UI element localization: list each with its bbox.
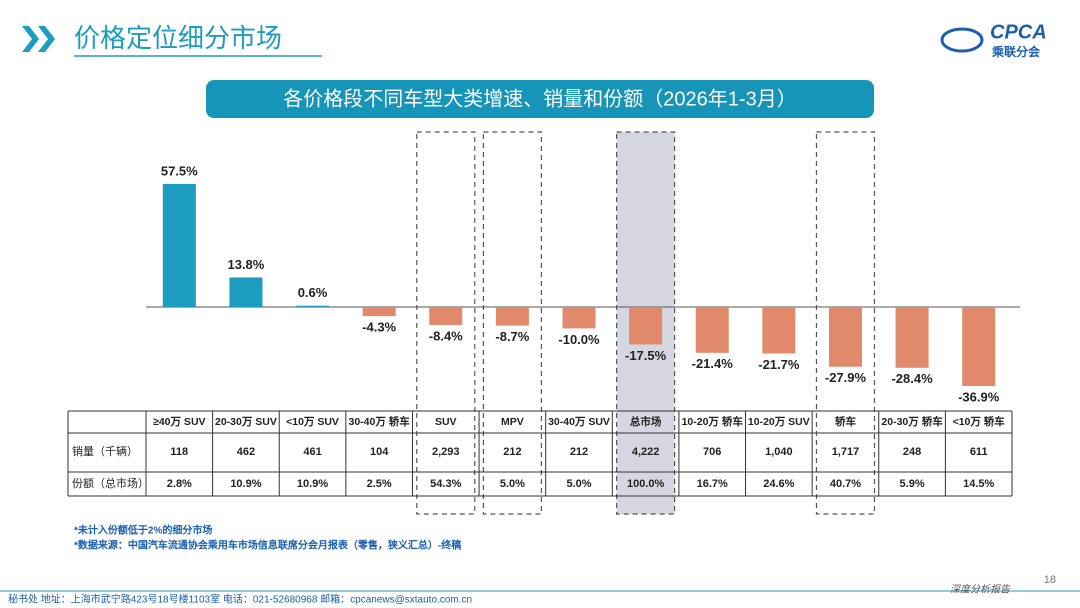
bar	[296, 305, 330, 307]
column-header: 10-20万 SUV	[748, 416, 810, 428]
report-label: 深度分析报告	[950, 584, 1011, 596]
table-cell: 212	[503, 446, 521, 458]
value-label: -21.7%	[758, 357, 800, 372]
table-cell: 14.5%	[963, 478, 994, 490]
note: *未计入份额低于2%的细分市场	[74, 524, 212, 537]
bar	[828, 307, 862, 367]
value-label: -27.9%	[825, 370, 867, 385]
table-cell: 462	[237, 446, 255, 458]
table-cell: 118	[170, 446, 188, 458]
table-cell: 2,293	[432, 446, 460, 458]
chevrons	[22, 26, 55, 52]
table-cell: 212	[570, 446, 588, 458]
bar	[629, 307, 663, 345]
value-label: -36.9%	[958, 389, 1000, 404]
value-label: -8.7%	[495, 329, 529, 344]
column-header: 20-30万 SUV	[215, 416, 277, 428]
table-cell: 2.8%	[167, 478, 192, 490]
table-cell: 10.9%	[230, 478, 261, 490]
table: ≥40万 SUV 20-30万 SUV <10万 SUV 30-40万 轿车 SUV MP…	[67, 410, 1013, 497]
table-cell: 5.9%	[900, 478, 925, 490]
table-cell: 16.7%	[697, 478, 728, 490]
column-header: 轿车	[835, 415, 856, 428]
table-cell: 4,222	[632, 446, 660, 458]
page-number: 18	[1044, 574, 1056, 586]
bar	[362, 307, 396, 317]
table-cell: 248	[903, 446, 921, 458]
table-cell: 2.5%	[367, 478, 392, 490]
highlight-box	[416, 131, 476, 515]
column-header: 30-40万 SUV	[548, 416, 610, 428]
logo-mark	[940, 27, 984, 53]
table-cell: 40.7%	[830, 478, 861, 490]
value-label: 13.8%	[227, 257, 264, 272]
table-cell: 10.9%	[297, 478, 328, 490]
value-label: -10.0%	[558, 332, 600, 347]
bar	[562, 307, 596, 329]
table-cell: 706	[703, 446, 721, 458]
bar	[695, 307, 729, 353]
footer-address: 秘书处 地址：上海市武宁路423号18号楼1103室 电话：021-526809…	[8, 593, 472, 606]
bar	[495, 307, 529, 326]
table-cell: 104	[370, 446, 389, 458]
logo-text: CPCA	[990, 21, 1047, 43]
bar	[762, 307, 796, 354]
highlight-box	[482, 131, 542, 515]
row-label: 销量（千辆）	[72, 444, 138, 458]
value-label: -21.4%	[692, 356, 734, 371]
table-cell: 1,717	[832, 446, 860, 458]
bar	[895, 307, 929, 368]
column-header: 30-40万 轿车	[349, 415, 411, 428]
bar	[162, 183, 196, 307]
column-header: ≥40万 SUV	[153, 416, 205, 428]
row-label: 份额（总市场）	[72, 476, 149, 490]
column-header: <10万 SUV	[286, 416, 339, 428]
column-header: 总市场	[630, 415, 662, 428]
value-label: 57.5%	[161, 163, 198, 178]
table-cell: 461	[303, 446, 321, 458]
table-cell: 5.0%	[566, 478, 591, 490]
table-cell: 100.0%	[627, 478, 665, 490]
logo-subtitle: 乘联分会	[991, 44, 1041, 59]
table-cell: 611	[970, 446, 988, 458]
value-label: -8.4%	[429, 328, 463, 343]
table-cell: 54.3%	[430, 478, 461, 490]
value-label: -4.3%	[362, 320, 396, 335]
page-title: 价格定位细分市场	[74, 23, 282, 53]
value-label: -28.4%	[891, 371, 933, 386]
bar	[962, 307, 996, 386]
table-cell: 1,040	[765, 446, 793, 458]
value-label: -17.5%	[625, 348, 667, 363]
note: *数据来源：中国汽车流通协会乘用车市场信息联席分会月报表（零售，狭义汇总）-终稿	[74, 539, 461, 552]
column-header: 20-30万 轿车	[881, 415, 943, 428]
highlight-box	[815, 131, 876, 515]
column-header: MPV	[501, 416, 524, 428]
value-label: 0.6%	[298, 285, 328, 300]
bar	[229, 277, 263, 307]
column-header: SUV	[435, 416, 457, 428]
chart-title: 各价格段不同车型大类增速、销量和份额（2026年1-3月）	[283, 87, 796, 110]
plot: 57.5% 13.8% 0.6% -4.3% -8.4% -8.7% -10.0% -17.5…	[146, 163, 1020, 404]
table-cell: 5.0%	[500, 478, 525, 490]
column-header: 10-20万 轿车	[682, 415, 744, 428]
subtitle-box	[206, 80, 874, 118]
column-header: <10万 轿车	[953, 415, 1006, 428]
table-cell: 24.6%	[763, 478, 794, 490]
bar	[429, 307, 463, 325]
